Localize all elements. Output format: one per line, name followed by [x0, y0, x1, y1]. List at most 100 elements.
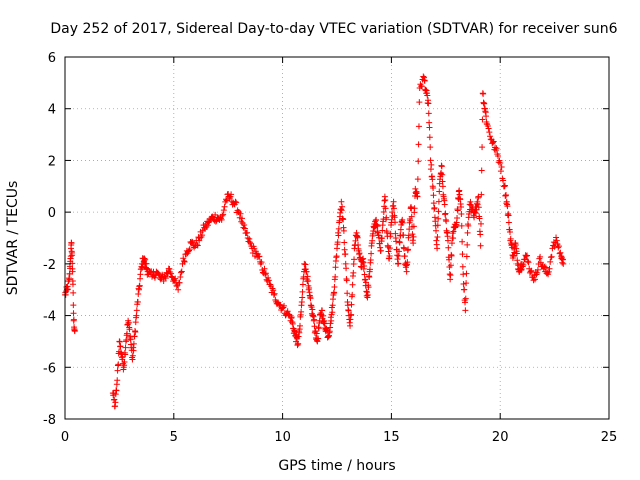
data-point	[354, 234, 361, 241]
data-point	[405, 246, 412, 253]
data-point	[220, 207, 227, 214]
data-point	[253, 250, 260, 257]
data-point	[446, 256, 453, 263]
data-point	[344, 290, 351, 297]
data-point	[331, 283, 338, 290]
data-point	[121, 358, 128, 365]
data-point	[477, 220, 484, 227]
data-point	[444, 237, 451, 244]
data-point	[319, 307, 326, 314]
data-point	[547, 258, 554, 265]
data-point	[311, 316, 318, 323]
data-point	[276, 301, 283, 308]
data-point	[196, 237, 203, 244]
data-point	[415, 158, 422, 165]
data-point	[421, 77, 428, 84]
data-point	[396, 248, 403, 255]
data-point	[299, 294, 306, 301]
data-point	[544, 269, 551, 276]
data-point	[487, 133, 494, 140]
data-point	[433, 227, 440, 234]
data-point	[315, 335, 322, 342]
data-point	[132, 329, 139, 336]
data-point	[428, 161, 435, 168]
data-point	[238, 215, 245, 222]
data-point	[397, 232, 404, 239]
data-point	[434, 245, 441, 252]
data-point	[458, 222, 465, 229]
data-point	[480, 90, 487, 97]
data-point	[295, 333, 302, 340]
data-point	[528, 267, 535, 274]
data-point	[362, 276, 369, 283]
data-point	[399, 219, 406, 226]
data-point	[297, 322, 304, 329]
data-point	[299, 281, 306, 288]
data-point	[220, 211, 227, 218]
data-point	[493, 145, 500, 152]
data-point	[178, 268, 185, 275]
data-point	[172, 275, 179, 282]
data-point	[489, 139, 496, 146]
data-point	[367, 266, 374, 273]
data-point	[349, 281, 356, 288]
data-point	[382, 205, 389, 212]
data-point	[270, 287, 277, 294]
data-point	[256, 253, 263, 260]
data-point	[188, 238, 195, 245]
data-point	[460, 281, 467, 288]
data-point	[497, 160, 504, 167]
data-point	[166, 266, 173, 273]
data-point	[295, 340, 302, 347]
y-tick-label: -2	[43, 258, 56, 273]
data-point	[228, 191, 235, 198]
data-point	[492, 144, 499, 151]
data-point	[170, 276, 177, 283]
data-point	[178, 269, 185, 276]
data-point	[71, 328, 78, 335]
data-point	[401, 253, 408, 260]
data-point	[360, 259, 367, 266]
data-point	[477, 231, 484, 238]
data-point	[331, 289, 338, 296]
chart-title: Day 252 of 2017, Sidereal Day-to-day VTE…	[50, 21, 617, 37]
y-tick-label: 4	[48, 103, 56, 118]
data-point	[70, 302, 77, 309]
data-point	[435, 215, 442, 222]
data-point	[342, 251, 349, 258]
data-point	[555, 243, 562, 250]
data-point	[438, 163, 445, 170]
data-point	[445, 244, 452, 251]
data-point	[383, 214, 390, 221]
data-point	[364, 291, 371, 298]
y-tick-label: 2	[48, 154, 56, 169]
data-point	[475, 204, 482, 211]
data-point	[131, 333, 138, 340]
data-point	[241, 221, 248, 228]
data-point	[498, 164, 505, 171]
x-axis-label: GPS time / hours	[278, 458, 395, 474]
y-tick-label: -4	[43, 310, 56, 325]
axis-ticks: 0 5 10 15 20 25 -8 -6 -4 -2 0 2 4 6	[43, 51, 617, 445]
data-point	[425, 100, 432, 107]
data-point	[114, 377, 121, 384]
data-point	[167, 270, 174, 277]
data-point	[374, 228, 381, 235]
data-point	[377, 247, 384, 254]
data-point	[506, 228, 513, 235]
data-point	[448, 240, 455, 247]
data-point	[111, 396, 118, 403]
data-point	[462, 307, 469, 314]
data-point	[396, 239, 403, 246]
data-point	[439, 183, 446, 190]
data-point	[479, 144, 486, 151]
data-point	[474, 201, 481, 208]
data-point	[307, 295, 314, 302]
data-point	[523, 253, 530, 260]
data-point	[264, 277, 271, 284]
data-point	[122, 351, 129, 358]
data-point	[405, 232, 412, 239]
data-point	[495, 152, 502, 159]
plot-frame	[64, 56, 610, 420]
